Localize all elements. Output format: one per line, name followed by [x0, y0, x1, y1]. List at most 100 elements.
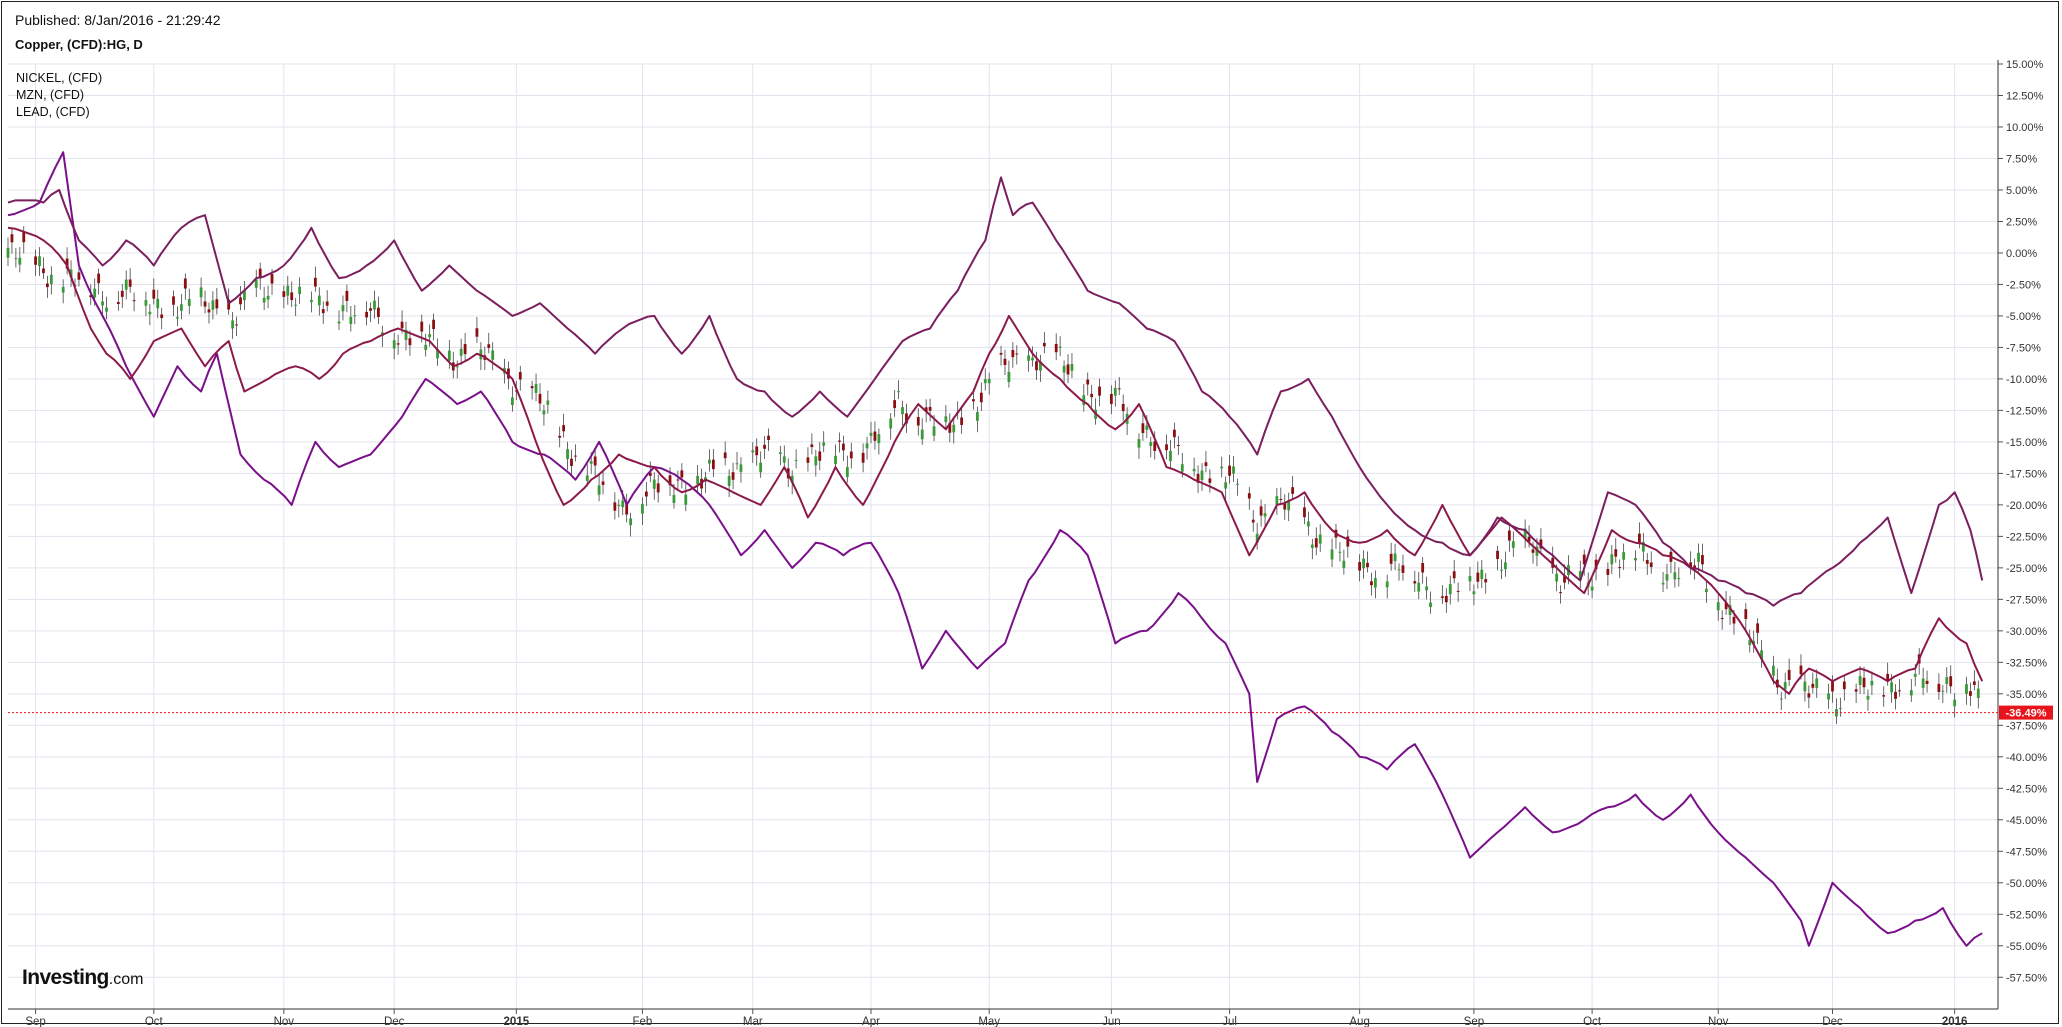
logo-domain: .com	[108, 971, 144, 988]
y-tick-label: 2.50%	[2006, 216, 2037, 228]
y-tick-label: -5.00%	[2006, 311, 2041, 323]
candle-down	[1165, 444, 1168, 451]
candle-down	[1539, 539, 1543, 549]
candle-down	[1842, 681, 1846, 690]
candle-up	[672, 495, 676, 504]
candle-up	[727, 475, 731, 486]
candle-down	[475, 328, 479, 337]
candle-up	[652, 479, 656, 489]
candle-down	[1724, 602, 1728, 610]
candle-up	[176, 317, 179, 319]
candle-down	[818, 451, 822, 461]
y-tick-label: -45.00%	[2006, 815, 2047, 827]
candle-down	[755, 446, 759, 456]
candle-up	[243, 290, 246, 301]
current-value-marker: -36.49%	[8, 705, 2053, 720]
candle-up	[1716, 602, 1720, 611]
candle-down	[116, 302, 120, 305]
y-tick-label: -40.00%	[2006, 752, 2047, 764]
candle-up	[1306, 521, 1310, 527]
candle-up	[1866, 695, 1870, 700]
y-tick-label: -42.50%	[2006, 783, 2047, 795]
candle-down	[239, 297, 242, 305]
y-tick-label: -50.00%	[2006, 878, 2047, 890]
candle-up	[1965, 684, 1968, 694]
candle-down	[1389, 553, 1393, 564]
y-tick-label: -32.50%	[2006, 657, 2047, 669]
candle-up	[1236, 483, 1239, 485]
candle-down	[601, 481, 605, 485]
candle-up	[759, 462, 763, 473]
candle-down	[723, 452, 727, 459]
candle-down	[1594, 559, 1598, 570]
candle-up	[211, 300, 215, 310]
candle-up	[231, 320, 235, 329]
candle-down	[928, 406, 932, 411]
y-tick-label: -52.50%	[2006, 909, 2047, 921]
candle-down	[1811, 683, 1815, 688]
candle-down	[1949, 676, 1953, 687]
candle-down	[1413, 581, 1417, 584]
candle-up	[1665, 574, 1669, 581]
candle-down	[1117, 388, 1121, 390]
candle-up	[1748, 640, 1752, 646]
candle-up	[542, 410, 546, 415]
candle-down	[1744, 609, 1748, 619]
candle-up	[1771, 665, 1775, 676]
candle-up	[814, 456, 818, 466]
candle-up	[179, 304, 183, 311]
candle-up	[1472, 591, 1476, 595]
candle-up	[1590, 586, 1594, 591]
candle-down	[972, 399, 975, 402]
legend-item-lead: LEAD, (CFD)	[16, 105, 90, 119]
candle-up	[778, 452, 782, 455]
candle-down	[1563, 575, 1566, 583]
candle-down	[10, 234, 14, 243]
y-tick-label: -22.50%	[2006, 531, 2047, 543]
candle-up	[877, 434, 881, 444]
y-tick-label: -37.50%	[2006, 720, 2047, 732]
x-axis: Sep Oct Nov Dec 2015 Feb Mar Apr May Jun Jul Aug Sep…	[8, 1008, 1998, 1027]
candle-up	[61, 286, 65, 293]
candle-up	[790, 475, 794, 483]
candle-up	[1523, 528, 1527, 539]
candle-up	[18, 257, 22, 265]
candle-down	[1346, 536, 1350, 547]
candle-up	[1342, 560, 1346, 568]
candle-down	[1456, 590, 1460, 592]
candle-up	[920, 429, 924, 440]
x-tick-label: Sep	[25, 1016, 45, 1027]
y-tick-label: 15.00%	[2006, 59, 2044, 71]
candle-down	[644, 491, 648, 497]
candle-up	[1760, 650, 1763, 660]
candle-up	[1704, 588, 1708, 593]
candle-up	[735, 463, 739, 465]
candle-down	[1090, 393, 1094, 398]
candle-up	[1425, 586, 1429, 591]
candle-up	[869, 432, 873, 437]
candle-up	[1263, 513, 1267, 517]
candle-down	[1176, 444, 1180, 446]
candle-down	[172, 296, 175, 305]
candle-down	[1370, 581, 1373, 586]
candle-down	[1098, 386, 1101, 396]
candle-down	[680, 470, 684, 478]
x-tick-label: Jun	[1102, 1016, 1121, 1027]
candle-up	[1113, 387, 1117, 396]
candle-up	[199, 287, 203, 298]
candle-down	[1204, 462, 1208, 467]
candle-up	[1027, 355, 1031, 361]
candle-up	[310, 300, 313, 303]
y-tick-label: -12.50%	[2006, 405, 2047, 417]
x-tick-label: Dec	[1822, 1016, 1843, 1027]
candle-down	[1649, 562, 1653, 568]
candle-down	[1476, 572, 1480, 582]
candle-up	[510, 397, 514, 406]
candle-down	[849, 451, 853, 459]
candle-up	[337, 321, 341, 324]
candle-down	[408, 338, 412, 346]
candle-up	[1137, 439, 1141, 448]
candle-down	[1701, 555, 1704, 565]
candle-up	[1803, 681, 1807, 692]
